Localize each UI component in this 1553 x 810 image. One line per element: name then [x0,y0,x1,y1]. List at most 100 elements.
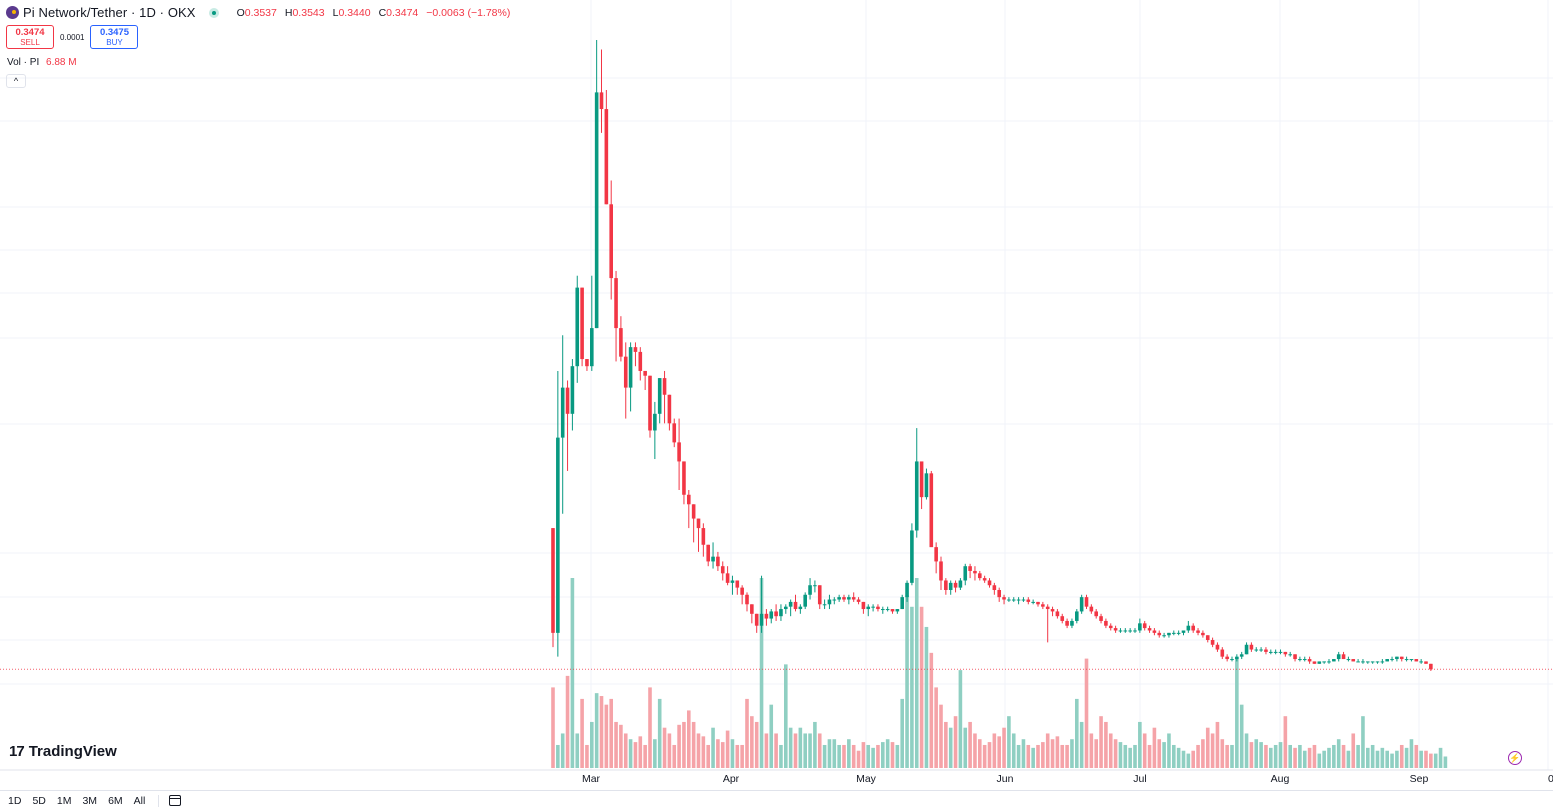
candle-body [1390,659,1394,661]
volume-bar [1404,747,1409,768]
close-label: C [378,6,387,19]
low-label: L [332,6,339,19]
candle-body [958,580,963,588]
candle-body [1108,625,1113,629]
candle-body [881,609,885,611]
candle-body [1312,661,1317,664]
candle-body [1045,606,1050,610]
candle-body [963,566,968,581]
candle-body [1075,611,1079,621]
volume-bar [948,727,953,768]
volume-bar [769,704,774,768]
volume-bar [1264,744,1268,768]
candle-body [725,573,730,583]
volume-bar [895,744,900,768]
trade-panel: 0.3474 SELL 0.0001 0.3475 BUY [6,25,139,49]
volume-bar [919,606,924,768]
volume-bar [1220,739,1225,768]
candle-body [599,92,604,110]
candle-body [1172,632,1176,634]
volume-bar [570,578,575,768]
volume-bar [1351,733,1356,768]
timeframe-1d[interactable]: 1D [8,794,22,807]
candle-body [978,573,982,579]
volume-bar [1191,750,1195,768]
candle-body [827,599,832,605]
volume-bar [1099,716,1103,768]
volume-bar [1385,750,1389,768]
x-tick-label: Apr [723,773,740,785]
candle-body [662,378,667,395]
candle-body [1215,644,1220,650]
candle-body [682,461,686,495]
symbol-title[interactable]: Pi Network/Tether · 1D · OKX [23,5,196,20]
volume-bar [1293,747,1297,768]
candle-body [1002,597,1006,600]
volume-bar [1317,753,1322,768]
volume-bar [735,744,740,768]
candle-body [847,597,851,600]
volume-bar [1298,744,1302,768]
candlestick-chart[interactable]: Mar Apr May Jun Jul Aug Sep 01 [0,0,1553,790]
candle-body [701,528,706,545]
tradingview-logo[interactable]: 17 TradingView [9,743,117,760]
sell-button[interactable]: 0.3474 SELL [6,25,54,49]
volume-bar [953,716,958,768]
candle-body [754,613,759,626]
volume-bar [1079,721,1084,768]
timeframe-5d[interactable]: 5D [32,794,46,807]
volume-bar [623,733,628,768]
candle-body [745,594,749,605]
volume-bar [1424,750,1428,768]
timeframe-all[interactable]: All [133,794,146,807]
volume-bar [1104,721,1108,768]
candle-body [1302,659,1307,661]
volume-bar [1443,756,1448,768]
candle-body [1278,651,1283,653]
candle-body [1239,654,1244,657]
candle-body [1283,651,1288,655]
lightning-icon[interactable]: ⚡ [1508,751,1522,765]
candle-body [657,378,662,414]
candle-body [764,613,769,619]
volume-bar [1176,747,1181,768]
volume-bar [876,744,880,768]
collapse-legend-button[interactable]: ^ [6,74,26,88]
candle-body [1011,599,1016,601]
volume-bar [1205,727,1210,768]
candle-body [803,594,807,607]
candle-body [1356,661,1360,663]
calendar-icon[interactable] [169,795,182,806]
volume-bar [1414,744,1419,768]
volume-bar [682,721,686,768]
volume-bar [672,744,677,768]
volume-bar [982,744,987,768]
candle-body [997,590,1001,598]
candle-body [1152,630,1157,633]
candle-body [1380,661,1385,663]
timeframe-3m[interactable]: 3M [82,794,98,807]
volume-bar [866,744,871,768]
chart-header: Pi Network/Tether · 1D · OKX O0.3537 H0.… [6,5,510,20]
candle-body [919,461,924,498]
volume-bar [1075,698,1079,768]
candle-body [1016,599,1021,601]
volume-bar [1356,744,1360,768]
buy-button[interactable]: 0.3475 BUY [90,25,139,49]
candle-body [614,278,618,329]
candle-body [556,437,560,633]
timeframe-6m[interactable]: 6M [108,794,123,807]
volume-bar [1181,750,1186,768]
volume-bar [1128,747,1132,768]
candle-body [1317,661,1322,664]
candle-body [914,461,919,531]
volume-bar [1215,721,1220,768]
volume-bar [924,626,929,768]
candle-body [1332,659,1336,662]
candle-body [1099,616,1103,621]
candle-body [842,597,846,600]
timeframe-1m[interactable]: 1M [56,794,72,807]
volume-bar [1283,716,1288,768]
volume-bar [944,721,948,768]
volume-bar [803,733,807,768]
